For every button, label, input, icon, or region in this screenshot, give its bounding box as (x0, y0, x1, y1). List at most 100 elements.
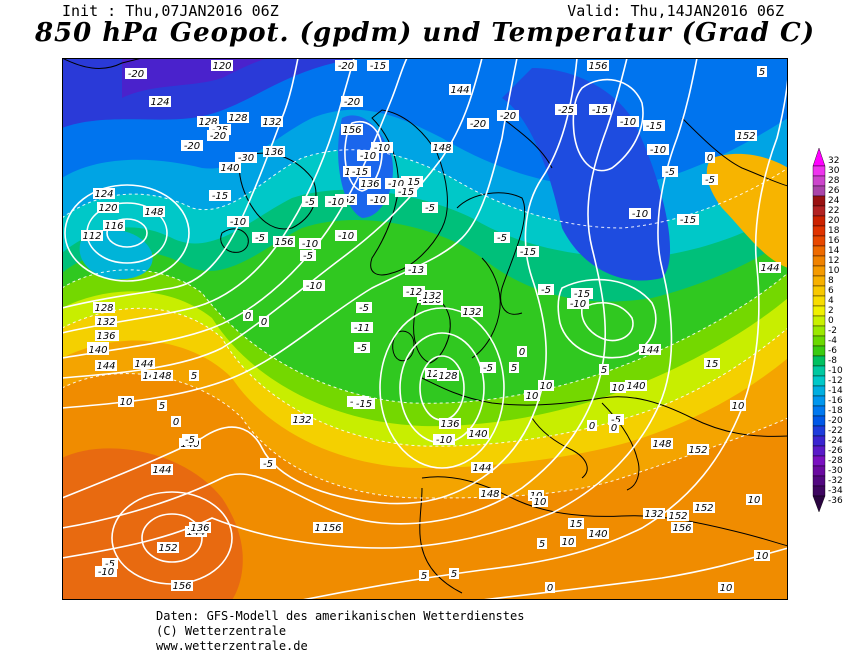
temperature-label: 5 (421, 571, 427, 582)
temp-zone-orange-east (706, 153, 788, 268)
temperature-label: 0 (707, 153, 713, 164)
temperature-label: 0 (519, 347, 525, 358)
temperature-label: -5 (105, 559, 115, 570)
legend-label: 18 (828, 226, 840, 236)
geopotential-label: 136 (190, 523, 209, 534)
temperature-label-box (754, 550, 770, 561)
footer-website[interactable]: www.wetterzentrale.de (156, 639, 308, 653)
temperature-label: -25 (558, 105, 574, 116)
temperature-label-box (524, 390, 540, 401)
geopotential-label: 144 (450, 85, 469, 96)
temperature-label-box (189, 370, 199, 381)
legend-label: 4 (828, 296, 834, 306)
temperature-label: 10 (720, 583, 733, 594)
legend-swatch (812, 365, 826, 377)
temperature-label: -5 (705, 175, 715, 186)
legend-label: 14 (828, 246, 840, 256)
geopotential-label: 124 (150, 97, 169, 108)
legend-label: 24 (828, 196, 840, 206)
geopotential-label-box (693, 502, 715, 513)
init-time: Init : Thu,07JAN2016 06Z (62, 2, 279, 20)
geopotential-label: 144 (640, 345, 659, 356)
geopotential-label: 128 (94, 303, 113, 314)
geopotential-labels: 1201241281281321361401481441481561601521… (81, 60, 781, 592)
temperature-label-box (102, 558, 118, 569)
geopotential-label-box (479, 488, 501, 499)
legend-label: 16 (828, 236, 840, 246)
temperature-label: -5 (483, 363, 493, 374)
temperature-label: -30 (238, 153, 254, 164)
temperature-label-box (403, 286, 425, 297)
temperature-label: -20 (184, 141, 200, 152)
geopotential-label: 132 (422, 291, 441, 302)
legend-label: -10 (828, 366, 843, 376)
temperature-label-box (705, 152, 715, 163)
geopotential-label-box (151, 370, 173, 381)
geopotential-label: 120 (212, 61, 231, 72)
temperature-label-box (171, 416, 181, 427)
geopotential-label: 140 (588, 529, 607, 540)
temperature-label: 10 (562, 537, 575, 548)
geopotential-label: 116 (104, 221, 123, 232)
geopotential-label: 136 (440, 419, 459, 430)
legend-label: -34 (828, 486, 843, 496)
geopotential-label: 124 (94, 189, 113, 200)
geopotential-label-box (211, 60, 233, 71)
legend-swatch (812, 375, 826, 387)
temperature-label-box (528, 490, 544, 501)
temperature-label: -10 (620, 117, 636, 128)
geopotential-label-box (81, 230, 103, 241)
legend-swatch (812, 405, 826, 417)
temperature-label: 10 (534, 497, 547, 508)
geopotential-label: 140 (626, 381, 645, 392)
legend-label: -6 (828, 346, 837, 356)
temperature-label: 5 (539, 539, 545, 550)
legend-label: -32 (828, 476, 843, 486)
legend-swatch (812, 445, 826, 457)
geopotential-label-box (425, 368, 447, 379)
temperature-label: -11 (354, 323, 370, 334)
temperature-label-box (367, 60, 389, 71)
geopotential-label: 156 (672, 523, 691, 534)
temperature-label-box (302, 196, 318, 207)
temperature-label: 10 (612, 383, 625, 394)
legend-label: -22 (828, 426, 843, 436)
legend-swatch (812, 165, 826, 177)
geopotential-label-box (97, 202, 119, 213)
legend-label: -36 (828, 496, 843, 506)
temperature-label-box (643, 120, 665, 131)
legend-label: -28 (828, 456, 843, 466)
legend-label: 22 (828, 206, 840, 216)
temperature-label: -10 (374, 143, 390, 154)
temperature-label-box (617, 116, 639, 127)
temperature-label: -10 (230, 217, 246, 228)
temperature-label: 0 (245, 311, 251, 322)
geopotential-label-box (227, 112, 249, 123)
legend-swatch (812, 275, 826, 287)
temperature-label-box (354, 342, 370, 353)
temperature-label: 10 (748, 495, 761, 506)
temperature-label-box (182, 434, 198, 445)
geopotential-label-box (157, 542, 179, 553)
geopotential-label-box (461, 306, 483, 317)
temperature-label: -5 (263, 459, 273, 470)
temperature-label-box (367, 194, 389, 205)
temperature-label-box (537, 538, 547, 549)
geopotential-label-box (625, 380, 647, 391)
temperature-label-box (702, 174, 718, 185)
temperature-label-box (235, 152, 257, 163)
legend-label: 2 (828, 306, 834, 316)
legend-label: 26 (828, 186, 840, 196)
legend-label: -12 (828, 376, 843, 386)
temperature-label: 10 (526, 391, 539, 402)
temperature-label-box (629, 208, 651, 219)
temperature-label-box (125, 68, 147, 79)
valid-time: Valid: Thu,14JAN2016 06Z (567, 2, 784, 20)
geopotential-label: 148 (652, 439, 671, 450)
geopotential-label: 152 (694, 503, 713, 514)
geopotential-label: 156 (274, 237, 293, 248)
temperature-label: -10 (98, 567, 114, 578)
temperature-label-box (599, 364, 609, 375)
geopotential-label-box (667, 510, 689, 521)
legend-label: -16 (828, 396, 843, 406)
